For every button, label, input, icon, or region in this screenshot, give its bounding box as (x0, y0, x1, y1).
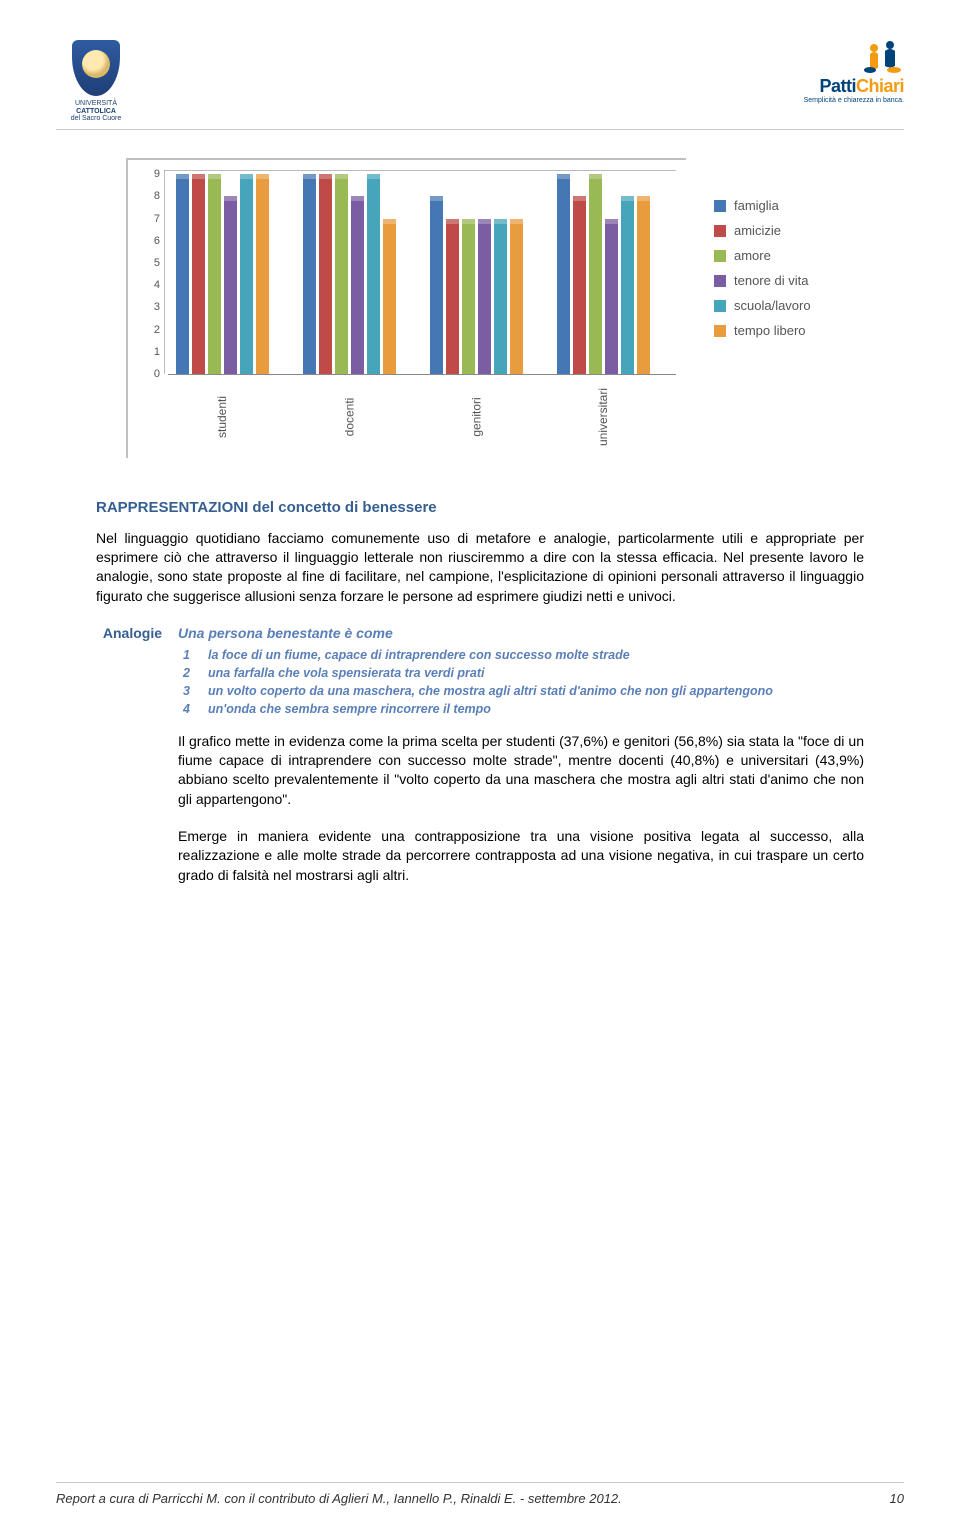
bar (303, 174, 316, 374)
legend-swatch (714, 300, 726, 312)
legend-swatch (714, 325, 726, 337)
legend-swatch (714, 200, 726, 212)
bar (478, 219, 491, 375)
legend-item: scuola/lavoro (714, 298, 811, 313)
university-logo: UNIVERSITÀ CATTOLICA del Sacro Cuore (56, 40, 136, 123)
chart-plot-area: 9876543210 studentidocentigenitoriuniver… (126, 158, 686, 458)
analysis-paragraph-1: Il grafico mette in evidenza come la pri… (178, 732, 864, 809)
option-number: 3 (178, 683, 190, 700)
logo-line2: CATTOLICA (71, 108, 122, 116)
bar-group (303, 174, 396, 374)
analogy-option: 2 una farfalla che vola spensierata tra v… (178, 665, 864, 682)
legend-label: amicizie (734, 223, 781, 238)
side-label-analogie: Analogie (96, 624, 162, 643)
analogy-option: 3 un volto coperto da una maschera, che m… (178, 683, 864, 700)
bar (557, 174, 570, 374)
legend-swatch (714, 250, 726, 262)
legend-item: amicizie (714, 223, 811, 238)
option-text: una farfalla che vola spensierata tra ve… (208, 665, 864, 682)
bar (589, 174, 602, 374)
chart-legend: famiglia amicizie amore tenore di vita scuol… (714, 158, 811, 458)
option-number: 4 (178, 701, 190, 718)
option-number: 2 (178, 665, 190, 682)
legend-label: tempo libero (734, 323, 806, 338)
legend-item: amore (714, 248, 811, 263)
legend-item: famiglia (714, 198, 811, 213)
bar (621, 196, 634, 374)
bar (240, 174, 253, 374)
logo-line1: UNIVERSITÀ (71, 100, 122, 108)
bar (446, 219, 459, 375)
analysis-paragraph-2: Emerge in maniera evidente una contrappo… (178, 827, 864, 885)
bar (176, 174, 189, 374)
bar (510, 219, 523, 375)
bar (494, 219, 507, 375)
analogy-option: 4 un'onda che sembra sempre rincorrere il… (178, 701, 864, 718)
legend-item: tempo libero (714, 323, 811, 338)
bar (335, 174, 348, 374)
option-text: un volto coperto da una maschera, che mo… (208, 683, 864, 700)
people-icon (864, 40, 904, 76)
brand-tagline: Semplicità e chiarezza in banca. (804, 97, 904, 104)
page-number: 10 (890, 1491, 904, 1506)
bar (383, 219, 396, 375)
body-content: RAPPRESENTAZIONI del concetto di benesse… (96, 498, 864, 903)
analogy-options: 1 la foce di un fiume, capace di intrapre… (178, 647, 864, 718)
bar (462, 219, 475, 375)
bar (256, 174, 269, 374)
legend-swatch (714, 275, 726, 287)
page-footer: Report a cura di Parricchi M. con il con… (56, 1482, 904, 1506)
category-labels: studentidocentigenitoriuniversitari (176, 384, 650, 402)
section-heading: RAPPRESENTAZIONI del concetto di benesse… (96, 498, 864, 519)
bar (208, 174, 221, 374)
legend-swatch (714, 225, 726, 237)
intro-paragraph: Nel linguaggio quotidiano facciamo comun… (96, 529, 864, 606)
option-number: 1 (178, 647, 190, 664)
bar (573, 196, 586, 374)
bar (430, 196, 443, 374)
category-label: docenti (342, 398, 356, 437)
page-header: UNIVERSITÀ CATTOLICA del Sacro Cuore Pat… (56, 40, 904, 123)
analogy-option: 1 la foce di un fiume, capace di intrapre… (178, 647, 864, 664)
bar (351, 196, 364, 374)
legend-item: tenore di vita (714, 273, 811, 288)
bar-group (557, 174, 650, 374)
header-rule (56, 129, 904, 130)
category-label: studenti (216, 396, 230, 438)
legend-label: scuola/lavoro (734, 298, 811, 313)
option-text: un'onda che sembra sempre rincorrere il … (208, 701, 864, 718)
legend-label: tenore di vita (734, 273, 808, 288)
legend-label: amore (734, 248, 771, 263)
bar (192, 174, 205, 374)
bar (319, 174, 332, 374)
logo-line3: del Sacro Cuore (71, 115, 122, 123)
chart: 9876543210 studentidocentigenitoriuniver… (126, 158, 904, 458)
bar-groups (176, 174, 650, 374)
analogy-title: Una persona benestante è come (178, 624, 864, 643)
category-label: genitori (469, 397, 483, 436)
shield-icon (72, 40, 120, 96)
bar (605, 219, 618, 375)
pattichiari-logo: PattiChiari Semplicità e chiarezza in ba… (804, 40, 904, 104)
brand-name: PattiChiari (819, 76, 904, 97)
bar-group (176, 174, 269, 374)
legend-label: famiglia (734, 198, 779, 213)
footer-text: Report a cura di Parricchi M. con il con… (56, 1491, 622, 1506)
option-text: la foce di un fiume, capace di intrapren… (208, 647, 864, 664)
bar (637, 196, 650, 374)
bar (367, 174, 380, 374)
bar-group (430, 174, 523, 374)
category-label: universitari (597, 388, 611, 446)
bar (224, 196, 237, 374)
y-axis: 9876543210 (140, 174, 160, 374)
